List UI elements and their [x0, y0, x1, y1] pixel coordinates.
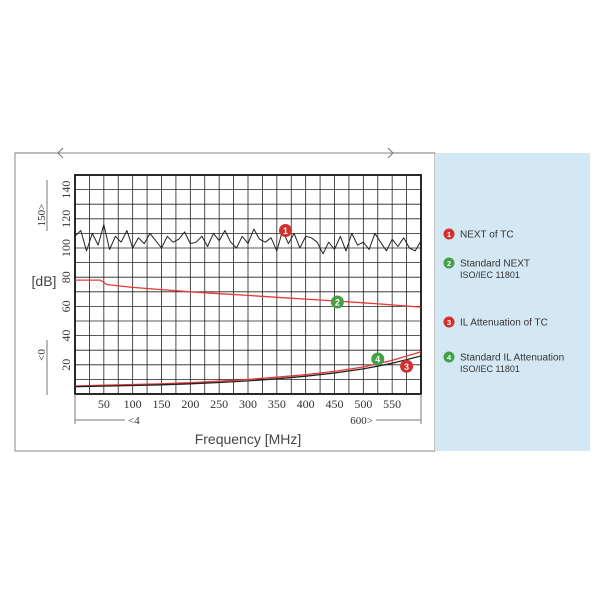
legend-marker-1-number: 1 — [447, 230, 451, 239]
x-range-left-label: <4 — [128, 415, 140, 427]
series-line-2 — [75, 279, 421, 308]
chart-marker-3-circle — [400, 359, 414, 373]
legend-sublabel: ISO/IEC 11801 — [460, 270, 520, 280]
y-tick-label: 140 — [59, 181, 73, 199]
x-range-right-label: 600> — [350, 415, 373, 427]
legend-label: Standard IL Attenuation — [460, 353, 564, 364]
legend-marker-1-circle — [443, 228, 455, 240]
y-range-top-label: 150> — [36, 204, 48, 227]
chart-marker-4: 4 — [371, 352, 385, 366]
chart-marker-1-circle — [278, 223, 292, 237]
chart-marker-4-number: 4 — [375, 354, 380, 364]
legend-item-3: 3 IL Attenuation of TC — [443, 316, 548, 329]
chart-marker-2-circle — [330, 295, 344, 309]
series-line-3 — [75, 351, 421, 387]
chart-marker-1: 1 — [278, 223, 292, 237]
legend-marker-3-circle — [443, 316, 455, 328]
x-tick-label: 550 — [383, 397, 401, 411]
y-tick-label: 60 — [59, 300, 73, 312]
x-tick-label: 50 — [98, 397, 110, 411]
legend-marker-2-circle — [443, 257, 455, 269]
legend-marker-2: 2 — [443, 257, 455, 269]
chart-marker-2-number: 2 — [335, 298, 340, 308]
legend-item-1: 1 NEXT of TC — [443, 228, 514, 241]
y-range-bottom-label: <0 — [36, 349, 48, 361]
x-axis-label: Frequency [MHz] — [195, 431, 302, 447]
y-tick-label: 120 — [59, 210, 73, 228]
chart-marker-3: 3 — [400, 359, 414, 373]
chart-marker-1-number: 1 — [283, 226, 288, 236]
y-tick-label: 40 — [59, 330, 73, 342]
x-tick-label: 200 — [181, 397, 199, 411]
x-tick-label: 350 — [268, 397, 286, 411]
y-tick-label: 80 — [59, 271, 73, 283]
x-tick-label: 150 — [153, 397, 171, 411]
plot-area: 20 40 60 80 100 120 140 50 100 150 200 250 300 350 400… — [32, 174, 422, 447]
chart-marker-3-number: 3 — [404, 362, 409, 372]
x-tick-label: 450 — [326, 397, 344, 411]
plot-border — [74, 174, 422, 395]
legend-label: Standard NEXT — [460, 259, 530, 270]
y-axis-label: [dB] — [32, 273, 57, 289]
y-tick-label: 20 — [59, 359, 73, 371]
x-tick-label: 300 — [239, 397, 257, 411]
series-line-1 — [75, 224, 421, 255]
chart-marker-4-circle — [371, 352, 385, 366]
chart-marker-2: 2 — [330, 295, 344, 309]
x-tick-label: 400 — [297, 397, 315, 411]
legend-sublabel: ISO/IEC 11801 — [460, 364, 520, 374]
x-tick-label: 500 — [354, 397, 372, 411]
legend-marker-4-number: 4 — [447, 353, 452, 362]
legend-marker-1: 1 — [443, 228, 455, 240]
legend-marker-3-number: 3 — [447, 318, 451, 327]
legend-marker-4-circle — [443, 351, 455, 363]
y-tick-label: 100 — [59, 239, 73, 257]
series-line-4 — [75, 355, 421, 388]
top-bracket — [15, 147, 435, 159]
legend-panel — [435, 153, 590, 451]
x-tick-label: 250 — [210, 397, 228, 411]
legend-marker-3: 3 — [443, 316, 455, 328]
legend-label: NEXT of TC — [460, 230, 514, 241]
x-tick-label: 100 — [124, 397, 142, 411]
legend-marker-4: 4 — [443, 351, 455, 363]
legend-marker-2-number: 2 — [447, 259, 451, 268]
legend-label: IL Attenuation of TC — [460, 318, 548, 329]
